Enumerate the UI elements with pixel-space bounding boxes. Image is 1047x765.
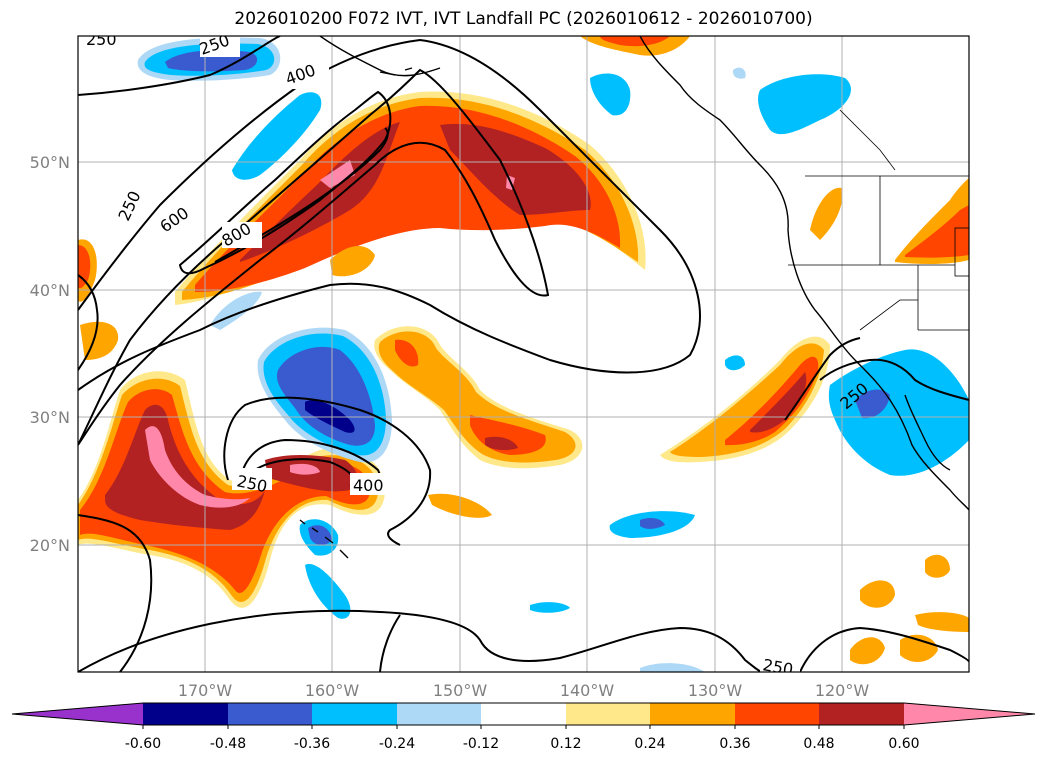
shade-navy-central <box>305 400 355 433</box>
colorbar-seg-9 <box>819 703 904 725</box>
contour-label-group: 250 250 400 250 600 800 250 400 250 250 <box>84 30 872 679</box>
colorbar-seg-2 <box>228 703 312 725</box>
shade-skyblue-ak2 <box>590 73 631 116</box>
lon-label-150w: 150°W <box>433 681 488 700</box>
alaska-coast <box>319 36 441 77</box>
colorbar-tick-8: 0.36 <box>719 736 750 752</box>
contour-250-south2 <box>379 614 401 672</box>
colorbar-seg-4 <box>397 703 481 725</box>
lat-label-40n: 40°N <box>30 281 70 300</box>
map-title: 2026010200 F072 IVT, IVT Landfall PC (20… <box>234 9 813 29</box>
shade-blue-s2 <box>640 517 665 529</box>
shade-orange-south4 <box>925 554 950 578</box>
shade-skyblue-s4 <box>725 355 745 371</box>
lon-label-160w: 160°W <box>305 681 360 700</box>
colorbar: -0.60 -0.48 -0.36 -0.24 -0.12 0.12 0.24 … <box>11 702 1036 752</box>
shade-orange-south3 <box>850 637 885 665</box>
aleutians <box>379 67 413 76</box>
baja-coast <box>904 394 951 471</box>
shade-pink-arc <box>320 160 355 188</box>
shade-skyblue-sw <box>828 349 969 476</box>
colorbar-extend-high <box>904 703 1035 725</box>
colorbar-extend-low <box>12 703 143 725</box>
contour-label-250-e: 250 <box>761 655 794 679</box>
shade-blue-hi <box>308 525 332 546</box>
colorbar-seg-1 <box>143 703 228 725</box>
north-america-coast <box>639 36 969 511</box>
shade-darkred-arc2 <box>440 123 591 215</box>
shade-lightblue-s7 <box>732 67 746 79</box>
shade-orangered-mid2 <box>395 339 419 367</box>
colorbar-seg-6 <box>566 703 650 725</box>
contour-250-large <box>78 38 701 391</box>
shade-orange-south5 <box>915 612 969 632</box>
shade-darkred-west <box>105 404 265 530</box>
contour-250-nw <box>78 274 99 371</box>
colorbar-tick-9: 0.48 <box>803 736 834 752</box>
contour-label-250-a: 250 <box>86 30 117 49</box>
shade-pink-west <box>145 426 250 508</box>
colorbar-seg-5 <box>481 703 566 725</box>
shade-skyblue-s1 <box>305 564 351 619</box>
shade-orange-south1 <box>860 580 895 608</box>
colorbar-seg-8 <box>735 703 819 725</box>
borders <box>788 109 969 331</box>
shade-orangered-ak <box>600 36 670 47</box>
shade-orangered-coast <box>725 356 819 446</box>
contour-250-south <box>78 609 763 672</box>
colorbar-seg-3 <box>312 703 397 725</box>
shade-darkred-mid <box>485 436 518 451</box>
lat-label-30n: 30°N <box>30 408 70 427</box>
lat-label-20n: 20°N <box>30 536 70 555</box>
lon-label-140w: 140°W <box>560 681 615 700</box>
hawaii <box>299 519 349 559</box>
colorbar-tick-4: -0.24 <box>379 736 415 752</box>
colorbar-tick-5: -0.12 <box>463 736 499 752</box>
lon-label-130w: 130°W <box>688 681 743 700</box>
shade-skyblue-gulf <box>232 92 322 180</box>
lon-label-120w: 120°W <box>815 681 870 700</box>
colorbar-tick-6: 0.12 <box>550 736 581 752</box>
colorbar-tick-1: -0.60 <box>125 736 161 752</box>
colorbar-seg-7 <box>650 703 735 725</box>
map-frame <box>77 35 970 673</box>
contour-250-se <box>799 626 969 672</box>
shade-orangered-ne <box>905 205 969 258</box>
contour-label-400-b: 400 <box>353 476 384 495</box>
shade-orange-mid2 <box>330 245 375 277</box>
negative-shading <box>137 37 969 672</box>
shade-orange-coast <box>670 343 824 457</box>
latitude-labels: 50°N 40°N 30°N 20°N <box>30 153 70 555</box>
shade-blue-sw <box>855 389 890 419</box>
contour-250-outer <box>78 36 281 96</box>
colorbar-tick-3: -0.36 <box>294 736 330 752</box>
colorbar-tick-2: -0.48 <box>210 736 246 752</box>
colorbar-tick-10: 0.60 <box>888 736 919 752</box>
ivt-contours <box>78 36 969 672</box>
shade-pink-west2 <box>290 463 320 475</box>
lat-label-50n: 50°N <box>30 153 70 172</box>
shade-lightblue-s5 <box>640 663 705 672</box>
colorbar-tick-7: 0.24 <box>634 736 665 752</box>
shade-skyblue-s3 <box>530 602 570 613</box>
contour-250-coast2 <box>784 337 861 421</box>
shade-orange-inland <box>810 187 843 240</box>
shade-skyblue-bc <box>758 74 851 135</box>
positive-shading <box>78 36 969 665</box>
longitude-labels: 170°W 160°W 150°W 140°W 130°W 120°W <box>178 681 870 700</box>
contour-400-swirl <box>223 396 432 546</box>
shade-orange-south2 <box>900 634 938 662</box>
map-plot-area: 250 250 400 250 600 800 250 400 250 250 <box>78 30 969 679</box>
graticule <box>78 36 969 672</box>
contour-250-coast <box>819 358 969 401</box>
coastlines <box>299 36 969 559</box>
contour-600 <box>178 90 392 275</box>
lon-label-170w: 170°W <box>178 681 233 700</box>
